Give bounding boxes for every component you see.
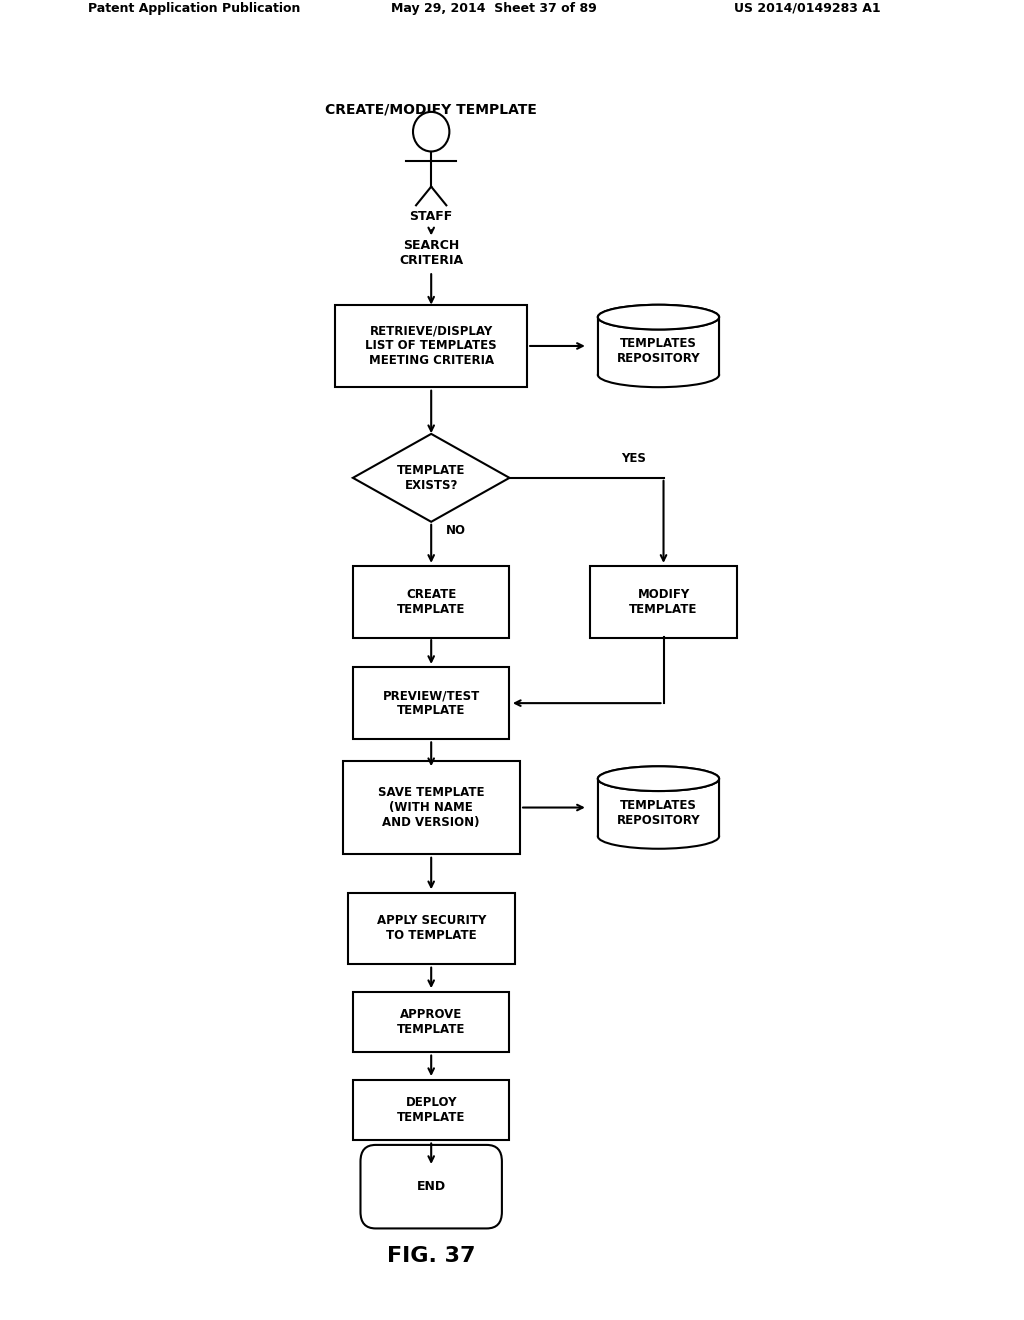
Text: MODIFY
TEMPLATE: MODIFY TEMPLATE	[630, 587, 697, 616]
Text: STAFF: STAFF	[410, 210, 453, 223]
Text: APPROVE
TEMPLATE: APPROVE TEMPLATE	[397, 1008, 465, 1036]
FancyBboxPatch shape	[590, 566, 736, 638]
FancyBboxPatch shape	[343, 760, 519, 854]
Ellipse shape	[598, 305, 719, 330]
Bar	[598, 779, 719, 837]
Text: YES: YES	[621, 451, 646, 465]
Polygon shape	[353, 434, 510, 521]
Text: May 29, 2014  Sheet 37 of 89: May 29, 2014 Sheet 37 of 89	[391, 1, 597, 15]
Bar	[598, 317, 719, 375]
Text: CREATE
TEMPLATE: CREATE TEMPLATE	[397, 587, 465, 616]
Text: RETRIEVE/DISPLAY
LIST OF TEMPLATES
MEETING CRITERIA: RETRIEVE/DISPLAY LIST OF TEMPLATES MEETI…	[366, 325, 497, 367]
FancyBboxPatch shape	[353, 991, 510, 1052]
Text: US 2014/0149283 A1: US 2014/0149283 A1	[734, 1, 881, 15]
FancyBboxPatch shape	[360, 1144, 502, 1229]
Text: END: END	[417, 1180, 445, 1193]
FancyBboxPatch shape	[353, 566, 510, 638]
Text: TEMPLATES
REPOSITORY: TEMPLATES REPOSITORY	[616, 338, 700, 366]
Ellipse shape	[598, 767, 719, 791]
Text: TEMPLATE
EXISTS?: TEMPLATE EXISTS?	[397, 463, 465, 492]
FancyBboxPatch shape	[353, 668, 510, 739]
Text: DEPLOY
TEMPLATE: DEPLOY TEMPLATE	[397, 1096, 465, 1123]
FancyBboxPatch shape	[335, 305, 527, 387]
Circle shape	[413, 112, 450, 152]
Ellipse shape	[598, 363, 719, 387]
Text: CREATE/MODIFY TEMPLATE: CREATE/MODIFY TEMPLATE	[326, 103, 538, 116]
Ellipse shape	[598, 824, 719, 849]
Text: SAVE TEMPLATE
(WITH NAME
AND VERSION): SAVE TEMPLATE (WITH NAME AND VERSION)	[378, 785, 484, 829]
FancyBboxPatch shape	[348, 892, 514, 964]
Text: TEMPLATES
REPOSITORY: TEMPLATES REPOSITORY	[616, 799, 700, 828]
Bar	[598, 779, 719, 837]
Ellipse shape	[598, 767, 719, 791]
Bar	[598, 317, 719, 375]
Text: APPLY SECURITY
TO TEMPLATE: APPLY SECURITY TO TEMPLATE	[377, 915, 485, 942]
FancyBboxPatch shape	[353, 1080, 510, 1140]
Text: SEARCH
CRITERIA: SEARCH CRITERIA	[399, 239, 463, 267]
Text: NO: NO	[446, 524, 466, 537]
Ellipse shape	[598, 305, 719, 330]
Text: PREVIEW/TEST
TEMPLATE: PREVIEW/TEST TEMPLATE	[383, 689, 480, 717]
Text: Patent Application Publication: Patent Application Publication	[88, 1, 300, 15]
Text: FIG. 37: FIG. 37	[387, 1246, 475, 1266]
